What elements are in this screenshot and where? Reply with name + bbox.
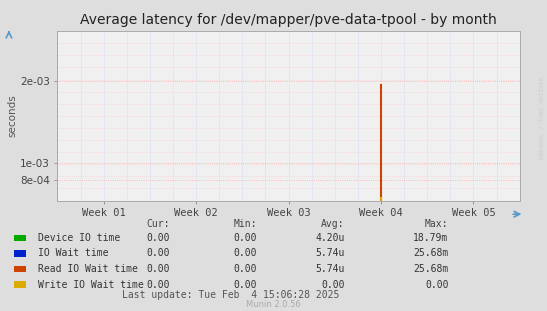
Text: IO Wait time: IO Wait time xyxy=(38,248,109,258)
Title: Average latency for /dev/mapper/pve-data-tpool - by month: Average latency for /dev/mapper/pve-data… xyxy=(80,13,497,27)
Text: RRDTOOL / TOBI OETIKER: RRDTOOL / TOBI OETIKER xyxy=(539,77,544,160)
Text: Read IO Wait time: Read IO Wait time xyxy=(38,264,138,274)
Text: 0.00: 0.00 xyxy=(425,280,449,290)
Text: 5.74u: 5.74u xyxy=(315,264,345,274)
Text: 0.00: 0.00 xyxy=(234,280,257,290)
Text: Min:: Min: xyxy=(234,219,257,229)
Text: 5.74u: 5.74u xyxy=(315,248,345,258)
Text: Write IO Wait time: Write IO Wait time xyxy=(38,280,144,290)
Text: 0.00: 0.00 xyxy=(146,264,170,274)
Text: 25.68m: 25.68m xyxy=(414,248,449,258)
Text: Last update: Tue Feb  4 15:06:28 2025: Last update: Tue Feb 4 15:06:28 2025 xyxy=(122,290,339,300)
Text: 0.00: 0.00 xyxy=(234,248,257,258)
Text: Avg:: Avg: xyxy=(321,219,345,229)
Y-axis label: seconds: seconds xyxy=(7,95,17,137)
Text: 0.00: 0.00 xyxy=(234,233,257,243)
Text: 0.00: 0.00 xyxy=(146,248,170,258)
Text: Device IO time: Device IO time xyxy=(38,233,120,243)
Text: 0.00: 0.00 xyxy=(146,233,170,243)
Text: 0.00: 0.00 xyxy=(146,280,170,290)
Text: Munin 2.0.56: Munin 2.0.56 xyxy=(246,299,301,309)
Text: 18.79m: 18.79m xyxy=(414,233,449,243)
Text: 0.00: 0.00 xyxy=(234,264,257,274)
Text: 4.20u: 4.20u xyxy=(315,233,345,243)
Text: Cur:: Cur: xyxy=(146,219,170,229)
Text: 25.68m: 25.68m xyxy=(414,264,449,274)
Text: 0.00: 0.00 xyxy=(321,280,345,290)
Text: Max:: Max: xyxy=(425,219,449,229)
